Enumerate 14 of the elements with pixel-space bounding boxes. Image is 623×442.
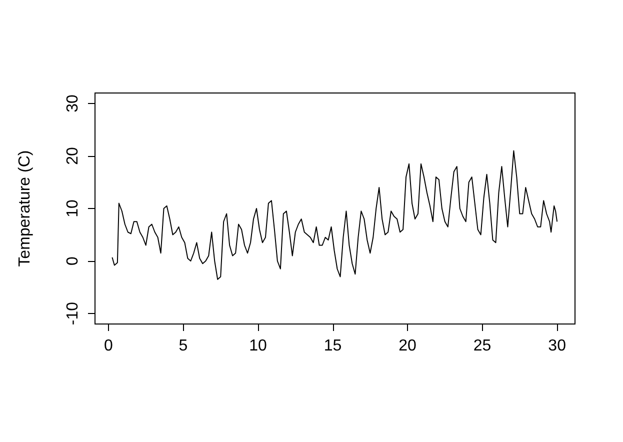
x-tick-label: 30: [548, 338, 566, 354]
x-tick-label: 20: [398, 338, 417, 354]
y-tick-label: 30: [64, 94, 82, 112]
x-tick-label: 25: [473, 338, 492, 354]
line-series: [112, 150, 558, 280]
y-tick-label: 20: [64, 147, 82, 165]
x-tick-label: 10: [249, 338, 267, 354]
y-tick-label: 0: [64, 256, 82, 266]
x-tick-label: 15: [324, 338, 342, 354]
x-tick-label: 0: [104, 338, 114, 354]
y-tick-label: -10: [64, 302, 82, 326]
y-tick-label: 10: [64, 200, 82, 218]
x-tick-label: 5: [178, 338, 188, 354]
y-axis-title: Temperature (C): [16, 150, 34, 267]
